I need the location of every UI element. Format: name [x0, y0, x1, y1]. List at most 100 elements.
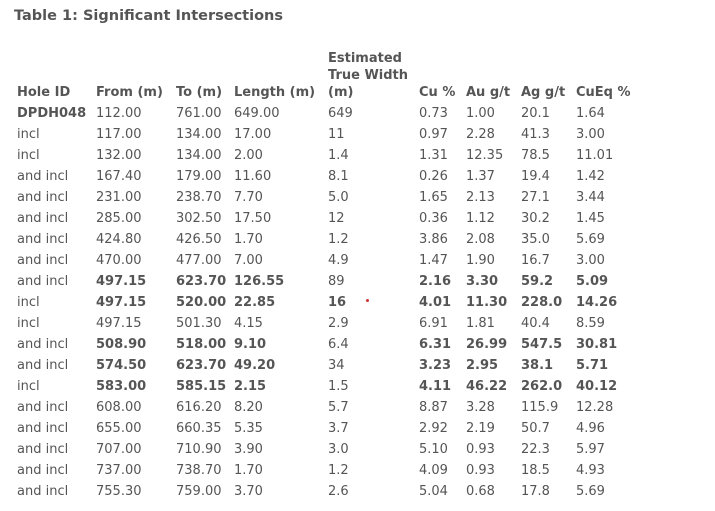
table-cell: 19.4: [521, 169, 550, 184]
table-cell: 623.70: [176, 274, 227, 289]
table-cell: 30.2: [521, 211, 550, 226]
table-cell: 17.8: [521, 484, 550, 499]
header-cell: Hole ID: [17, 85, 71, 100]
table-cell: 5.04: [419, 484, 448, 499]
table-cell: 4.09: [419, 463, 448, 478]
table-row: incl 117.00 134.00 17.00 11 0.97 2.28 41.3 3.00: [17, 124, 646, 145]
table-cell: 11: [328, 127, 345, 142]
table-cell: 520.00: [176, 295, 227, 310]
table-cell: 231.00: [96, 190, 142, 205]
table-cell: 655.00: [96, 421, 142, 436]
table-cell: 426.50: [176, 232, 222, 247]
table-cell: 228.0: [521, 295, 563, 310]
table-cell: 35.0: [521, 232, 550, 247]
header-cell: Au g/t: [466, 85, 511, 100]
table-cell: 574.50: [96, 358, 147, 373]
table-cell: 3.86: [419, 232, 448, 247]
intersections-table: Hole ID From (m) To (m) Length (m) Estimated…: [17, 50, 646, 502]
table-cell: 132.00: [96, 148, 142, 163]
table-cell: 737.00: [96, 463, 142, 478]
table-cell: 1.70: [234, 232, 263, 247]
table-cell: and incl: [17, 253, 69, 268]
table-cell: 134.00: [176, 148, 222, 163]
table-cell: 4.9: [328, 253, 349, 268]
table-cell: 5.69: [576, 484, 605, 499]
table-cell: and incl: [17, 337, 69, 352]
table-cell: 5.10: [419, 442, 448, 457]
table-cell: 134.00: [176, 127, 222, 142]
table-cell: 3.00: [576, 127, 605, 142]
table-cell: 7.00: [234, 253, 263, 268]
table-cell: 738.70: [176, 463, 222, 478]
table-cell: 1.65: [419, 190, 448, 205]
table-cell: 0.26: [419, 169, 448, 184]
table-row: and incl 285.00 302.50 17.50 12 0.36 1.12 30.2 1…: [17, 208, 646, 229]
table-cell: 5.0: [328, 190, 349, 205]
table-cell: and incl: [17, 190, 69, 205]
table-cell: 26.99: [466, 337, 508, 352]
table-row: and incl 737.00 738.70 1.70 1.2 4.09 0.93 18.5 4…: [17, 460, 646, 481]
table-cell: 2.95: [466, 358, 499, 373]
table-cell: and incl: [17, 274, 69, 289]
table-row: and incl 574.50 623.70 49.20 34 3.23 2.95 38.1 5…: [17, 355, 646, 376]
table-cell: 126.55: [234, 274, 285, 289]
table-cell: 8.1: [328, 169, 349, 184]
table-cell: 497.15: [96, 274, 147, 289]
table-cell: 17.50: [234, 211, 272, 226]
table-cell: 660.35: [176, 421, 222, 436]
table-cell: 649: [328, 106, 353, 121]
table-body: DPDH048 112.00 761.00 649.00 649 0.73 1.00 20.1…: [17, 103, 646, 502]
table-cell: 3.90: [234, 442, 263, 457]
table-cell: 1.42: [576, 169, 605, 184]
table-cell: 6.91: [419, 316, 448, 331]
table-cell: 1.47: [419, 253, 448, 268]
table-cell: 608.00: [96, 400, 142, 415]
table-row: and incl 167.40 179.00 11.60 8.1 0.26 1.37 19.4…: [17, 166, 646, 187]
table-cell: 547.5: [521, 337, 563, 352]
table-cell: 1.5: [328, 379, 349, 394]
table-cell: DPDH048: [17, 106, 87, 121]
table-cell: 12: [328, 211, 345, 226]
table-cell: 59.2: [521, 274, 554, 289]
table-row: and incl 655.00 660.35 5.35 3.7 2.92 2.19 50.7 4…: [17, 418, 646, 439]
header-cell: From (m): [96, 85, 163, 100]
table-cell: 262.0: [521, 379, 563, 394]
table-cell: and incl: [17, 463, 69, 478]
table-cell: 115.9: [521, 400, 559, 415]
table-cell: 7.70: [234, 190, 263, 205]
table-cell: 1.00: [466, 106, 495, 121]
table-cell: 1.2: [328, 463, 349, 478]
table-cell: incl: [17, 316, 40, 331]
table-cell: 2.00: [234, 148, 263, 163]
table-cell: 508.90: [96, 337, 147, 352]
table-cell: and incl: [17, 211, 69, 226]
table-cell: 1.4: [328, 148, 349, 163]
table-title: Table 1: Significant Intersections: [14, 8, 284, 24]
table-cell: 11.30: [466, 295, 508, 310]
table-cell: 11.60: [234, 169, 272, 184]
table-cell: 5.69: [576, 232, 605, 247]
table-cell: 707.00: [96, 442, 142, 457]
table-cell: incl: [17, 379, 40, 394]
table-cell: 40.4: [521, 316, 550, 331]
table-cell: 6.31: [419, 337, 452, 352]
table-cell: 117.00: [96, 127, 142, 142]
table-cell: and incl: [17, 442, 69, 457]
table-cell: 41.3: [521, 127, 550, 142]
table-cell: 623.70: [176, 358, 227, 373]
table-cell: 5.35: [234, 421, 263, 436]
table-cell: and incl: [17, 232, 69, 247]
table-row: incl 497.15 520.00 22.85 16 4.01 11.30 228.0 14.…: [17, 292, 646, 313]
table-cell: 1.2: [328, 232, 349, 247]
table-cell: 477.00: [176, 253, 222, 268]
header-cell: Length (m): [234, 85, 316, 100]
header-cell: To (m): [176, 85, 223, 100]
table-cell: 89: [328, 274, 345, 289]
table-cell: 17.00: [234, 127, 272, 142]
table-cell: 470.00: [96, 253, 142, 268]
table-cell: and incl: [17, 421, 69, 436]
table-cell: 4.01: [419, 295, 452, 310]
header-cell: Estimated True Width (m): [328, 51, 409, 100]
table-cell: 755.30: [96, 484, 142, 499]
table-cell: 2.15: [234, 379, 267, 394]
